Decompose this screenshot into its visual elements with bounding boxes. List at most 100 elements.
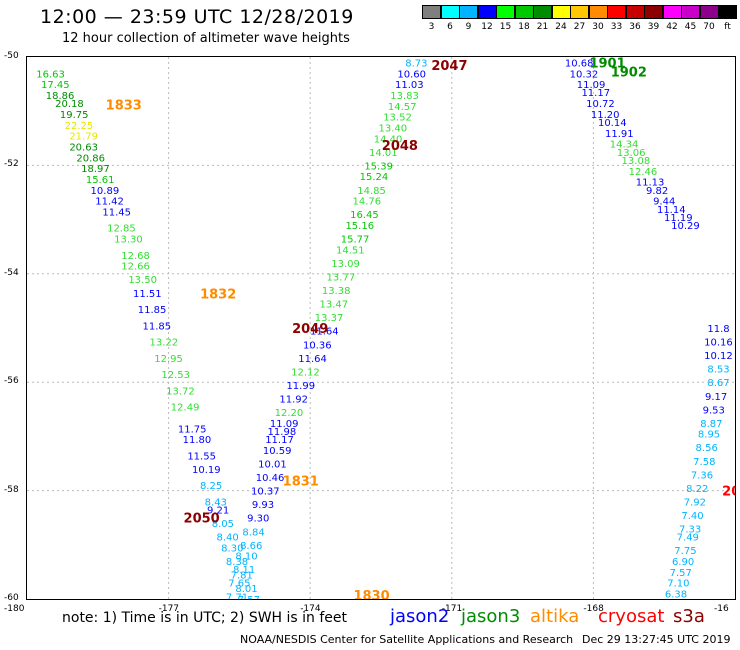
- wave-height-label: 9.44: [653, 197, 675, 208]
- y-tick-label: -54: [4, 267, 19, 278]
- y-tick-label: -50: [4, 51, 19, 61]
- wave-height-label: 11.13: [636, 178, 665, 189]
- wave-height-label: 8.05: [212, 519, 234, 530]
- wave-height-label: 12.68: [121, 251, 150, 262]
- wave-height-label: 7.33: [679, 525, 701, 536]
- wave-height-label: 14.01: [369, 148, 398, 159]
- wave-height-label: 11.55: [187, 451, 216, 462]
- wave-height-label: 9.53: [703, 405, 725, 416]
- pass-time-label: 20: [722, 485, 735, 500]
- wave-height-label: 22.25: [65, 121, 94, 132]
- scale-label: 15: [499, 22, 512, 32]
- wave-height-label: 13.37: [315, 313, 344, 324]
- wave-height-label: 14.34: [610, 140, 639, 151]
- wave-height-label: 10.12: [704, 351, 733, 362]
- chart-subtitle: 12 hour collection of altimeter wave hei…: [62, 31, 350, 46]
- wave-height-label: 13.50: [128, 275, 157, 286]
- wave-height-label: 13.40: [378, 123, 407, 134]
- wave-height-label: 10.14: [598, 118, 627, 129]
- wave-height-label: 9.30: [247, 514, 269, 525]
- wave-height-label: 8.73: [405, 58, 427, 69]
- map-plot-area: 16.63 17.45 18.86 20.18 19.75 22.25 21.79 20.63…: [26, 56, 736, 600]
- wave-height-label: 8.43: [205, 497, 227, 508]
- wave-height-label: 11.98: [268, 427, 297, 438]
- wave-height-label: 11.92: [279, 394, 308, 405]
- wave-height-label: 11.20: [591, 110, 620, 121]
- wave-height-label: 7.58: [693, 457, 715, 468]
- wave-height-label: 16.45: [350, 210, 379, 221]
- wave-height-label: 21.79: [69, 132, 98, 143]
- wave-height-label: 7.36: [691, 470, 713, 481]
- x-tick-label: -16: [714, 604, 729, 614]
- wave-height-label: 7.65: [228, 579, 250, 590]
- wave-height-label: 11.17: [265, 435, 294, 446]
- generation-timestamp: Dec 29 13:27:45 UTC 2019: [582, 633, 731, 646]
- wave-height-label: 11.85: [138, 305, 167, 316]
- wave-height-label: 12.12: [291, 367, 320, 378]
- wave-height-label: 12.53: [161, 370, 190, 381]
- wave-height-label: 7.57: [238, 595, 260, 599]
- scale-swatch: [662, 5, 682, 19]
- satellite-legend-item: cryosat: [598, 606, 665, 627]
- scale-swatch: [477, 5, 497, 19]
- wave-height-label: 8.01: [235, 584, 257, 595]
- scale-swatch: [570, 5, 589, 19]
- wave-height-label: 20.86: [76, 153, 105, 164]
- wave-height-label: 8.25: [200, 481, 222, 492]
- credit-line: NOAA/NESDIS Center for Satellite Applica…: [240, 633, 574, 646]
- wave-height-label: 10.59: [263, 446, 292, 457]
- wave-height-label: 11.09: [577, 80, 606, 91]
- wave-height-label: 8.30: [221, 544, 243, 555]
- pass-time-label: 2048: [382, 139, 418, 154]
- wave-height-label: 10.68: [565, 58, 594, 69]
- wave-height-map: 16.6317.4518.8620.1819.7522.2521.7920.63…: [27, 57, 735, 599]
- wave-height-label: 18.97: [81, 164, 110, 175]
- wave-height-label: 11.85: [142, 321, 171, 332]
- wave-height-label: 8.56: [696, 443, 718, 454]
- wave-height-label: 15.39: [364, 161, 393, 172]
- scale-swatch: [699, 5, 719, 19]
- wave-height-label: 10.29: [671, 221, 700, 232]
- wave-height-label: 14.40: [374, 134, 403, 145]
- wave-height-label: 11.80: [183, 435, 212, 446]
- wave-height-label: 7.10: [667, 579, 689, 590]
- pass-time-label: 1833: [106, 99, 142, 114]
- scale-swatch: [607, 5, 626, 19]
- wave-height-label: 10.37: [251, 487, 280, 498]
- wave-height-label: 8.10: [235, 552, 257, 563]
- wave-height-label: 8.95: [698, 430, 720, 441]
- scale-swatch: [551, 5, 571, 19]
- wave-height-label: 20.18: [55, 99, 84, 110]
- wave-height-label: 12.49: [171, 403, 200, 414]
- scale-label: 27: [573, 22, 586, 32]
- scale-label: 39: [647, 22, 660, 32]
- scale-label: 18: [518, 22, 530, 32]
- footnote: note: 1) Time is in UTC; 2) SWH is in fe…: [62, 610, 348, 626]
- wave-height-label: 9.21: [207, 506, 229, 517]
- wave-height-label: 7.71: [226, 592, 248, 599]
- wave-height-label: 8.66: [240, 541, 262, 552]
- wave-height-label: 11.51: [133, 289, 162, 300]
- satellite-legend-item: jason3: [461, 606, 521, 627]
- wave-height-label: 13.72: [166, 386, 195, 397]
- x-tick-label: -168: [583, 604, 604, 614]
- wave-height-label: 11.45: [102, 207, 131, 218]
- satellite-legend-item: altika: [530, 606, 580, 627]
- pass-time-label: 1902: [611, 66, 647, 81]
- wave-height-label: 7.92: [684, 497, 706, 508]
- wave-height-label: 14.51: [336, 245, 365, 256]
- wave-height-label: 10.36: [303, 340, 332, 351]
- wave-height-label: 7.40: [681, 511, 703, 522]
- x-tick-label: -174: [300, 604, 321, 614]
- wave-height-label: 16.63: [36, 69, 65, 80]
- chart-title: 12:00 — 23:59 UTC 12/28/2019: [40, 6, 354, 28]
- scale-label: 3: [428, 22, 435, 32]
- wave-height-label: 13.08: [622, 156, 651, 167]
- wave-height-label: 15.24: [360, 172, 389, 183]
- scale-label: 12: [481, 22, 493, 32]
- scale-label: 30: [592, 22, 604, 32]
- wave-height-label: 10.72: [586, 99, 615, 110]
- wave-height-label: 11.64: [310, 327, 339, 338]
- wave-height-label: 8.40: [216, 533, 238, 544]
- wave-height-label: 6.90: [672, 557, 694, 568]
